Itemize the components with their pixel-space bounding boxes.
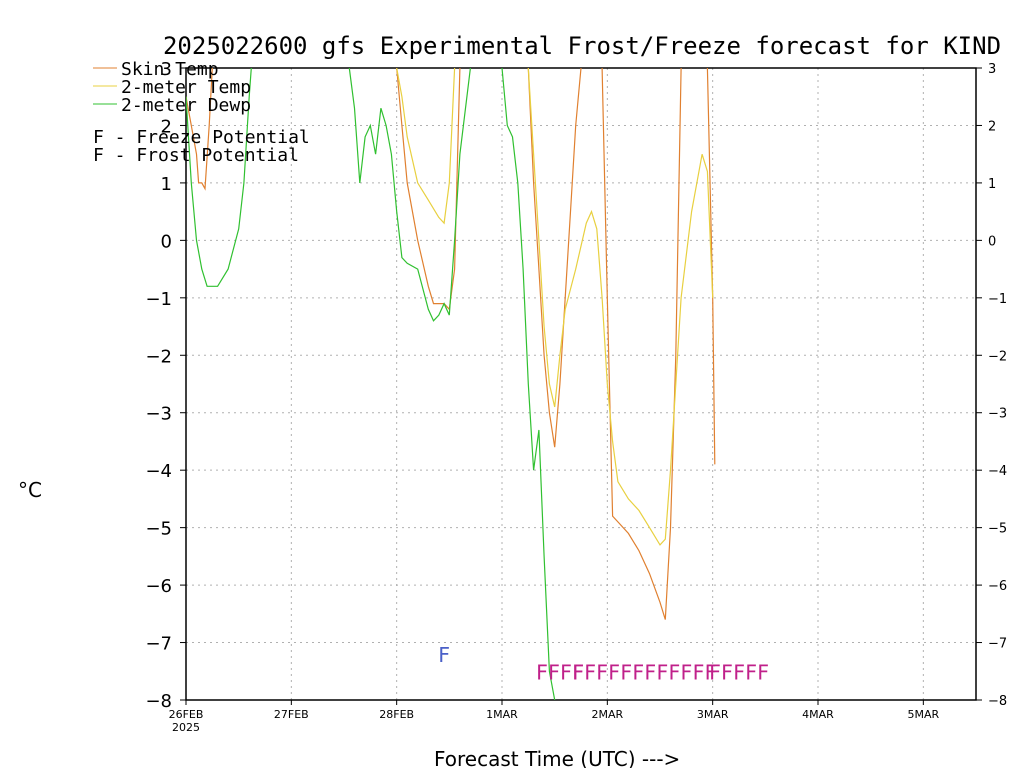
legend-label: Skin Temp (121, 59, 219, 80)
y-tick-label-right: −6 (988, 579, 1007, 594)
y-tick-label-right: −3 (988, 407, 1007, 422)
y-tick-label: −3 (145, 404, 172, 425)
series-lines (186, 68, 716, 700)
legend-item-skin-temp: Skin Temp (93, 59, 219, 80)
y-tick-label-right: −2 (988, 349, 1007, 364)
x-tick-sublabel: 2025 (172, 721, 200, 734)
y-tick-label: −8 (145, 691, 172, 712)
y-axis-label: °C (18, 478, 42, 502)
chart-title: 2025022600 gfs Experimental Frost/Freeze… (163, 32, 1001, 60)
x-axis-label: Forecast Time (UTC) ---> (434, 747, 680, 768)
series-line-skin-temp (186, 68, 716, 620)
x-tick-label: 5MAR (907, 708, 939, 721)
y-tick-label-right: 0 (988, 234, 996, 249)
legend-label: 2-meter Dewp (121, 95, 251, 116)
y-tick-label: −5 (145, 519, 172, 540)
y-tick-label: 3 (161, 59, 172, 80)
y-tick-label: 0 (161, 231, 172, 252)
y-axis-right: 3 2 1 0 −1 −2 −3 −4 −5 −6 −7 −8 (976, 62, 1007, 709)
y-tick-label-right: 2 (988, 119, 996, 134)
y-tick-label: −7 (145, 634, 172, 655)
legend-item-2m-dewp: 2-meter Dewp (93, 95, 251, 116)
legend-freeze-potential: F - Freeze Potential (93, 127, 310, 148)
legend-label: 2-meter Temp (121, 77, 251, 98)
x-tick-label: 1MAR (486, 708, 518, 721)
x-tick-label: 3MAR (697, 708, 729, 721)
y-tick-label-right: −4 (988, 464, 1007, 479)
y-tick-label: 2 (161, 116, 172, 137)
plot-border (185, 67, 977, 701)
y-tick-label-right: −5 (988, 522, 1007, 537)
y-tick-label: −6 (145, 576, 172, 597)
y-tick-label-right: −7 (988, 637, 1007, 652)
plot-frame (185, 67, 977, 701)
legend-item-2m-temp: 2-meter Temp (93, 77, 251, 98)
y-tick-label: −1 (145, 289, 172, 310)
x-tick-label: 27FEB (274, 708, 309, 721)
freeze-flag: FFFF (536, 660, 584, 684)
x-tick-label: 26FEB (169, 708, 204, 721)
y-tick-label-right: −1 (988, 292, 1007, 307)
series-line-2-meter-temp (396, 68, 714, 546)
legend: Skin Temp 2-meter Temp 2-meter Dewp F - … (93, 59, 310, 166)
y-tick-label: −2 (145, 346, 172, 367)
y-tick-label-right: 1 (988, 177, 996, 192)
series-line-2-meter-dewp (186, 68, 556, 700)
grid (186, 68, 976, 700)
legend-frost-potential: F - Frost Potential (93, 145, 299, 166)
y-tick-label-right: −8 (988, 694, 1007, 709)
y-tick-label-right: 3 (988, 62, 996, 77)
x-tick-label: 28FEB (379, 708, 414, 721)
y-axis-left: 3 2 1 0 −1 −2 −3 −4 −5 −6 −7 −8 (145, 59, 186, 712)
freeze-flag: FFFFF (709, 660, 769, 684)
frost-flag: F (438, 643, 450, 667)
freeze-flag: FFFFFFFFFFFF (572, 660, 717, 684)
x-tick-label: 4MAR (802, 708, 834, 721)
y-tick-label: 1 (161, 174, 172, 195)
x-tick-label: 2MAR (591, 708, 623, 721)
y-tick-label: −4 (145, 461, 172, 482)
